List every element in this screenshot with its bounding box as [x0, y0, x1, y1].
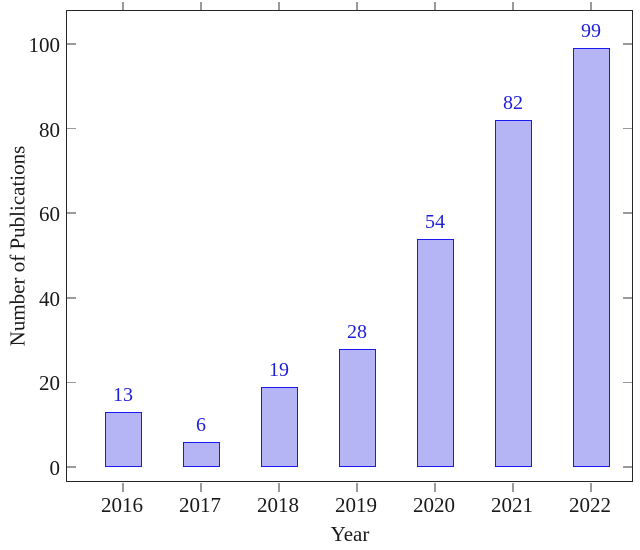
x-tick-mark-top [512, 1, 514, 10]
bar-2021 [494, 120, 532, 467]
x-tick-label: 2017 [179, 493, 221, 517]
x-tick-mark-bottom [200, 482, 202, 492]
bar-value-label: 82 [503, 92, 523, 115]
x-tick-label: 2022 [569, 493, 611, 517]
bar-2016 [104, 412, 142, 467]
x-tick-mark-top [590, 1, 592, 10]
y-tick-mark-right [623, 297, 632, 299]
y-axis-label: Number of Publications [5, 145, 30, 347]
y-tick-label: 20 [39, 371, 60, 396]
y-tick-label: 40 [39, 286, 60, 311]
bar-2020 [416, 238, 454, 467]
x-tick-mark-bottom [122, 482, 124, 492]
y-tick-mark-right [623, 127, 632, 130]
y-tick-mark-left [67, 43, 76, 45]
bar-value-label: 28 [347, 320, 367, 343]
x-tick-label: 2016 [101, 493, 143, 517]
x-tick-mark-bottom [512, 482, 514, 492]
bar-value-label: 99 [581, 20, 601, 43]
x-tick-mark-bottom [356, 482, 358, 492]
y-tick-mark-left [67, 466, 76, 468]
x-tick-mark-top [356, 1, 358, 10]
x-tick-mark-top [200, 1, 202, 10]
bar-value-label: 19 [269, 358, 289, 381]
y-tick-mark-left [67, 212, 76, 214]
x-tick-label: 2021 [491, 493, 533, 517]
y-tick-mark-left [67, 127, 76, 130]
y-tick-label: 0 [49, 456, 61, 480]
y-tick-label: 60 [39, 202, 60, 227]
x-tick-label: 2018 [257, 493, 299, 517]
y-tick-mark-left [67, 297, 76, 299]
x-tick-mark-bottom [434, 482, 436, 492]
y-tick-mark-right [623, 43, 632, 45]
bar-2018 [260, 386, 298, 467]
x-tick-mark-top [278, 1, 280, 10]
bar-value-label: 6 [196, 413, 206, 436]
y-tick-label: 80 [39, 117, 60, 142]
y-tick-mark-right [623, 381, 632, 384]
x-tick-label: 2019 [335, 493, 377, 517]
x-tick-mark-top [122, 1, 124, 10]
x-tick-mark-bottom [590, 482, 592, 492]
y-tick-mark-right [623, 212, 632, 214]
bar-2022 [572, 48, 610, 467]
x-tick-mark-top [434, 1, 436, 10]
bar-2019 [338, 348, 376, 467]
y-tick-label: 100 [28, 33, 61, 57]
bar-2017 [182, 441, 220, 467]
bar-value-label: 13 [113, 384, 133, 407]
bar-value-label: 54 [425, 210, 445, 233]
x-tick-label: 2020 [413, 493, 455, 517]
y-tick-mark-left [67, 381, 76, 384]
x-tick-mark-bottom [278, 482, 280, 492]
plot-area: 13 6 19 28 54 82 99 [66, 1, 633, 492]
x-axis-label: Year [330, 522, 370, 546]
y-tick-mark-right [623, 466, 632, 468]
